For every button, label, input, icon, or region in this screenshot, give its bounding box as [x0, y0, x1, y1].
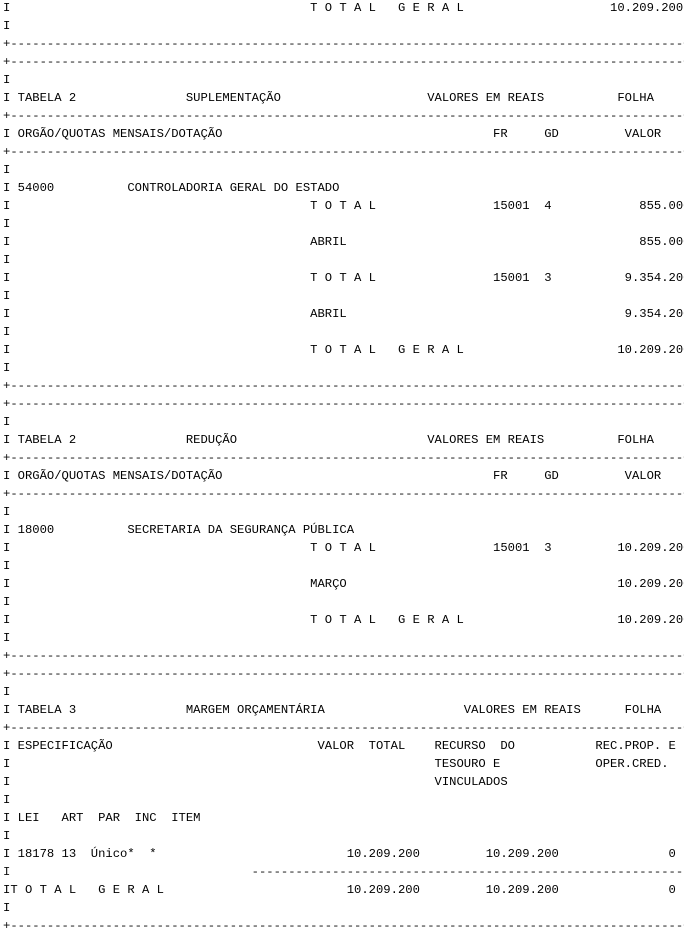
table-rule-line: +---------------------------------------… — [3, 37, 684, 51]
report-text-line: I I — [3, 505, 684, 519]
table-rule-line: +---------------------------------------… — [3, 451, 684, 465]
report-text-line: I I — [3, 829, 684, 843]
report-text-line: I TABELA 3 MARGEM ORÇAMENTÁRIA VALORES E… — [3, 703, 684, 717]
report-text-line: I 18000 SECRETARIA DA SEGURANÇA PÚBLICA … — [3, 523, 684, 537]
report-text-line: I ORGÃO/QUOTAS MENSAIS/DOTAÇÃO FR GD VAL… — [3, 469, 684, 483]
report-text-line: I ORGÃO/QUOTAS MENSAIS/DOTAÇÃO FR GD VAL… — [3, 127, 684, 141]
report-text-line: I I — [3, 325, 684, 339]
report-text-line: I TABELA 2 REDUÇÃO VALORES EM REAIS FOLH… — [3, 433, 684, 447]
report-text-line: IT O T A L G E R A L 10.209.200 10.209.2… — [3, 883, 684, 897]
report-text-line: I I — [3, 415, 684, 429]
report-text-line: I ABRIL 855.000 — [3, 235, 684, 249]
table-rule-line: I --------------------------------------… — [3, 865, 684, 879]
report-text-line: I MARÇO 10.209.200 — [3, 577, 684, 591]
report-text-line: I I — [3, 685, 684, 699]
report-text-line: I LEI ART PAR INC ITEM I — [3, 811, 684, 825]
report-text-line: I I — [3, 361, 684, 375]
report-text-line: I TABELA 2 SUPLEMENTAÇÃO VALORES EM REAI… — [3, 91, 684, 105]
report-text-line: I I — [3, 289, 684, 303]
report-text-line: I T O T A L 15001 4 855.000 — [3, 199, 684, 213]
report-text-line: I T O T A L 15001 3 9.354.200 — [3, 271, 684, 285]
report-text-line: I T O T A L G E R A L 10.209.200 — [3, 343, 684, 357]
report-text-line: I T O T A L G E R A L 10.209.200 — [3, 613, 684, 627]
table-rule-line: +---------------------------------------… — [3, 649, 684, 663]
table-rule-line: +---------------------------------------… — [3, 109, 684, 123]
report-text-line: I I — [3, 19, 684, 33]
report-text-line: I VINCULADOS I — [3, 775, 684, 789]
report-text-line: I T O T A L G E R A L 10.209.200 — [3, 1, 684, 15]
report-text-line: I I — [3, 253, 684, 267]
report-text-line: I TESOURO E OPER.CRED. I — [3, 757, 684, 771]
report-text-line: I I — [3, 595, 684, 609]
report-text-line: I 54000 CONTROLADORIA GERAL DO ESTADO I — [3, 181, 684, 195]
table-rule-line: +---------------------------------------… — [3, 487, 684, 501]
table-rule-line: +---------------------------------------… — [3, 721, 684, 735]
report-text-line: I I — [3, 73, 684, 87]
table-rule-line: +---------------------------------------… — [3, 55, 684, 69]
report-text-line: I T O T A L 15001 3 10.209.200 — [3, 541, 684, 555]
report-text-line: I I — [3, 793, 684, 807]
report-text-line: I I — [3, 631, 684, 645]
table-rule-line: +---------------------------------------… — [3, 667, 684, 681]
report-text-line: I ESPECIFICAÇÃO VALOR TOTAL RECURSO DO R… — [3, 739, 684, 753]
report-text-line: I I — [3, 163, 684, 177]
report-text-line: I 18178 13 Único* * 10.209.200 10.209.20… — [3, 847, 684, 861]
report-text-line: I ABRIL 9.354.200 — [3, 307, 684, 321]
table-rule-line: +---------------------------------------… — [3, 397, 684, 411]
report-text-line: I I — [3, 217, 684, 231]
report-text-line: I I — [3, 559, 684, 573]
table-rule-line: +---------------------------------------… — [3, 919, 684, 933]
table-rule-line: +---------------------------------------… — [3, 145, 684, 159]
table-rule-line: +---------------------------------------… — [3, 379, 684, 393]
report-text-line: I I — [3, 901, 684, 915]
